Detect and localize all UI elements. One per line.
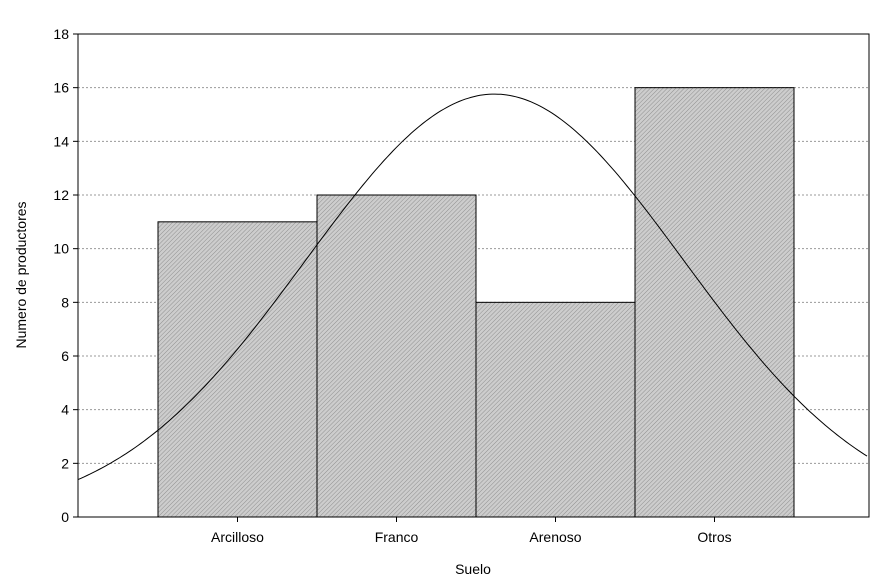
plot-frame xyxy=(77,33,870,518)
x-tick-label-arenoso: Arenoso xyxy=(529,529,581,545)
x-axis-ticks: Arcilloso Franco Arenoso Otros xyxy=(211,517,732,545)
y-tick-label-1: 2 xyxy=(61,455,69,471)
x-tick-label-arcilloso: Arcilloso xyxy=(211,529,264,545)
y-tick-label-6: 12 xyxy=(53,187,69,203)
y-tick-label-4: 8 xyxy=(61,294,69,310)
x-axis-title: Suelo xyxy=(455,561,491,577)
y-tick-label-8: 16 xyxy=(53,80,69,96)
y-axis-ticks: 0 2 4 6 8 10 12 14 16 18 xyxy=(53,26,78,525)
bar-franco xyxy=(316,194,477,518)
x-tick-label-otros: Otros xyxy=(697,529,731,545)
bar-arenoso xyxy=(475,301,636,518)
normal-curve xyxy=(77,93,868,481)
y-axis-title: Numero de productores xyxy=(13,201,29,348)
y-tick-label-7: 14 xyxy=(53,133,69,149)
fit-curve xyxy=(77,93,868,481)
bar-arcilloso xyxy=(157,221,318,518)
y-tick-label-0: 0 xyxy=(61,509,69,525)
y-tick-label-2: 4 xyxy=(61,402,69,418)
y-tick-label-9: 18 xyxy=(53,26,69,42)
x-tick-label-franco: Franco xyxy=(375,529,419,545)
y-tick-label-5: 10 xyxy=(53,241,69,257)
y-tick-label-3: 6 xyxy=(61,348,69,364)
